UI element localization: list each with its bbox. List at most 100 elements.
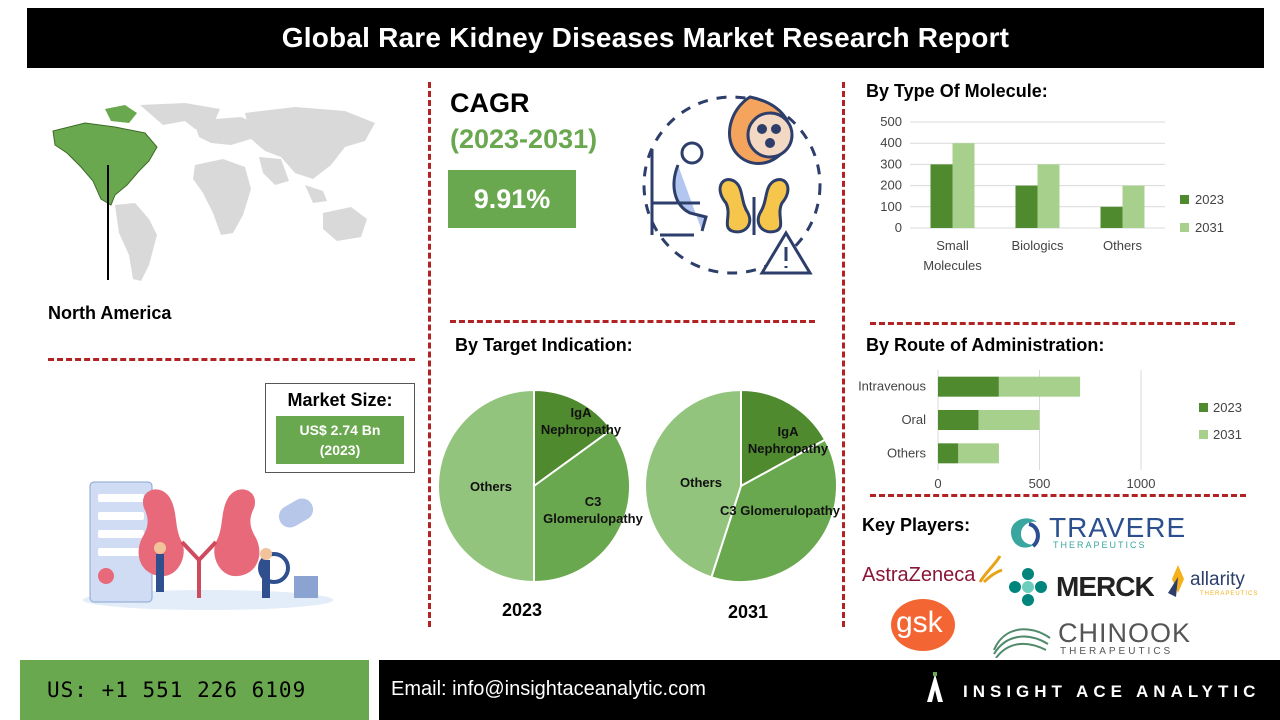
pie-2031-label-others: Others: [680, 475, 722, 490]
route-y-tick-label: Oral: [901, 412, 926, 427]
indication-chart-heading: By Target Indication:: [455, 335, 633, 355]
chinook-sub: THERAPEUTICS: [1060, 646, 1174, 657]
footer-phone-panel: US: +1 551 226 6109: [20, 660, 369, 720]
greenland-highlight: [105, 105, 137, 123]
divider-right-bottom: [870, 494, 1246, 497]
pie-2031-year: 2031: [728, 602, 769, 622]
pie-2031-label-iga: IgA Nephropathy: [747, 424, 829, 456]
key-players-heading: Key Players:: [862, 515, 971, 535]
merck-logo-icon: [1009, 568, 1047, 606]
pie-2031-label-c3: C3 Glomerulopathy: [720, 503, 840, 518]
pie-2031-slice-1: [710, 438, 838, 583]
cagr-period: (2023-2031): [450, 124, 598, 154]
molecule-y-tick-label: 500: [880, 114, 902, 129]
pie-2023-label-iga: IgA Nephropathy: [540, 405, 622, 437]
molecule-bar-2031-1: [1037, 164, 1060, 228]
chinook-name: CHINOOK: [1058, 618, 1192, 648]
route-bar-chart: 0 500 1000 Intravenous Oral Others 2023 2031: [858, 370, 1242, 491]
divider-middle: [450, 320, 815, 323]
molecule-y-tick-label: 400: [880, 135, 902, 150]
market-size-amount: US$ 2.74 Bn: [299, 422, 381, 438]
molecule-y-tick-label: 200: [880, 178, 902, 193]
route-legend-label: 2031: [1213, 427, 1242, 442]
molecule-legend-swatch: [1180, 195, 1189, 204]
map-pointer-line: [107, 165, 109, 280]
astrazeneca-logo: AstraZeneca: [862, 555, 1007, 592]
pie-2031-slice-0: [740, 388, 827, 488]
page-title: Global Rare Kidney Diseases Market Resea…: [27, 8, 1264, 68]
allarity-name: allarity: [1190, 569, 1245, 590]
molecule-y-tick-label: 0: [895, 220, 902, 235]
cagr-title: CAGR: [450, 88, 530, 118]
allarity-logo-icon: [1168, 565, 1184, 597]
route-y-tick-label: Intravenous: [858, 379, 926, 394]
astrazeneca-swirl-icon: [978, 555, 1003, 584]
route-x-tick-label: 1000: [1127, 476, 1156, 491]
molecule-bar-2023-1: [1015, 185, 1038, 228]
market-size-title: Market Size:: [287, 390, 393, 410]
pie-2023-slice-1: [533, 428, 631, 584]
allarity-logo: allarity THERAPEUTICS: [1166, 563, 1278, 603]
molecule-x-tick-label: Small: [936, 238, 969, 253]
kidney-patient-illustration: [642, 95, 822, 275]
molecule-bar-2023-2: [1100, 206, 1123, 228]
pie-2023-label-others: Others: [470, 479, 512, 494]
molecule-bar-chart: 0 100 200 300 400 500 Small Molecules Biologics O…: [880, 114, 1224, 273]
travere-name: TRAVERE: [1049, 512, 1187, 543]
molecule-x-tick-label: Biologics: [1011, 238, 1064, 253]
route-legend-swatch: [1199, 403, 1208, 412]
allarity-sub: THERAPEUTICS: [1200, 591, 1259, 597]
footer-phone[interactable]: US: +1 551 226 6109: [47, 678, 307, 702]
north-america-highlight: [52, 122, 158, 206]
astrazeneca-name: AstraZeneca: [862, 564, 976, 586]
market-size-year: (2023): [319, 442, 361, 458]
travere-sub: THERAPEUTICS: [1053, 540, 1147, 550]
gsk-logo: gsk: [890, 598, 956, 652]
route-bar-2031-2: [958, 443, 999, 464]
merck-logo: MERCK: [1008, 567, 1155, 611]
route-x-tick-label: 0: [934, 476, 941, 491]
route-bar-2031-1: [978, 410, 1040, 430]
pie-2023-slice-2: [437, 388, 535, 584]
divider-vertical-left: [428, 82, 431, 627]
indication-pie-charts: [437, 388, 838, 584]
route-bar-2023-0: [938, 376, 999, 397]
route-y-tick-label: Others: [887, 445, 927, 460]
world-map: [45, 95, 385, 295]
insight-ace-logo-icon: [927, 672, 943, 702]
footer-brand: INSIGHT ACE ANALYTIC: [963, 682, 1261, 701]
market-size-card: Market Size: US$ 2.74 Bn (2023): [265, 383, 415, 473]
travere-logo: TRAVERE THERAPEUTICS: [1005, 512, 1185, 552]
route-bar-2023-1: [938, 410, 979, 430]
pie-2023-label-c3: C3 Glomerulopathy: [543, 494, 643, 526]
molecule-bar-2023-0: [930, 164, 953, 228]
route-bar-2023-2: [938, 443, 959, 464]
route-x-tick-label: 500: [1029, 476, 1051, 491]
pie-2023-year: 2023: [502, 600, 543, 620]
molecule-x-tick-label: Others: [1103, 238, 1143, 253]
molecule-legend-swatch: [1180, 223, 1189, 232]
divider-left: [48, 358, 415, 361]
route-chart-heading: By Route of Administration:: [866, 335, 1105, 355]
market-size-value: US$ 2.74 Bn (2023): [276, 416, 404, 464]
molecule-legend-label: 2023: [1195, 192, 1224, 207]
route-legend-label: 2023: [1213, 400, 1242, 415]
pie-2031-slice-2: [644, 388, 742, 579]
pie-2023-slice-0: [533, 388, 614, 488]
footer-contact-panel: Email: info@insightaceanalytic.com INSIG…: [379, 660, 1280, 720]
travere-logo-icon: [1011, 518, 1040, 548]
world-map-landmass: [115, 103, 375, 281]
chinook-logo-icon: [993, 628, 1051, 658]
molecule-y-tick-label: 300: [880, 156, 902, 171]
route-legend-swatch: [1199, 430, 1208, 439]
footer-email[interactable]: Email: info@insightaceanalytic.com: [391, 678, 706, 700]
merck-name: MERCK: [1056, 571, 1155, 602]
molecule-legend-label: 2031: [1195, 220, 1224, 235]
route-bar-2031-0: [998, 376, 1081, 397]
gsk-logo-badge: [891, 599, 955, 651]
molecule-y-tick-label: 100: [880, 199, 902, 214]
molecule-bar-2031-2: [1122, 185, 1145, 228]
cagr-value: 9.91%: [448, 170, 576, 228]
divider-right-top: [870, 322, 1235, 325]
